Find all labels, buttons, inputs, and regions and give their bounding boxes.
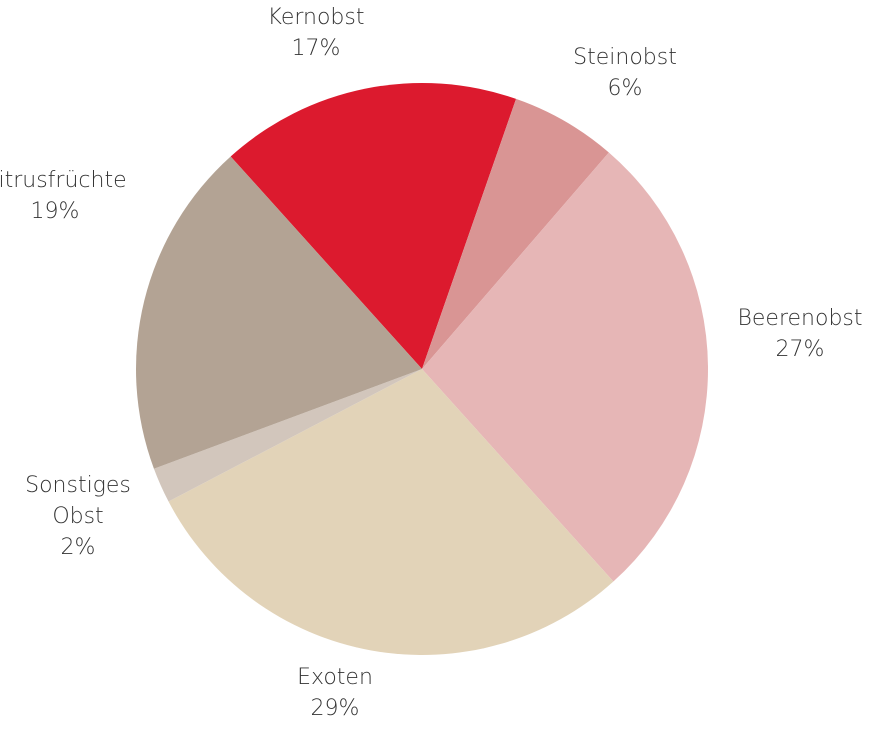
category-label: Zitrusfrüchte bbox=[0, 168, 127, 193]
category-word: Obst bbox=[52, 504, 103, 529]
category-word: Sonstiges bbox=[25, 473, 131, 498]
slice-label: Sonstiges Obst 2% bbox=[25, 473, 131, 560]
slice-label: Steinobst 6% bbox=[573, 45, 677, 101]
value-label: 19% bbox=[31, 199, 80, 224]
category-label: Exoten bbox=[297, 665, 373, 690]
slice-label: Exoten 29% bbox=[297, 665, 373, 721]
category-label: Beerenobst bbox=[737, 306, 862, 331]
value-label: 6% bbox=[608, 76, 643, 101]
pie-slice bbox=[422, 98, 609, 369]
category-label: Steinobst bbox=[573, 45, 677, 70]
slice-label: Beerenobst 27% bbox=[737, 306, 862, 362]
value-label: 2% bbox=[61, 535, 96, 560]
value-label: 27% bbox=[776, 337, 825, 362]
pie-slice bbox=[168, 369, 614, 655]
pie-slice bbox=[230, 83, 517, 369]
slice-label: Zitrusfrüchte 19% bbox=[0, 168, 127, 224]
value-label: 29% bbox=[311, 696, 360, 721]
category-label: Sonstiges Obst bbox=[25, 473, 131, 529]
pie-slice bbox=[135, 156, 422, 469]
pie-slice bbox=[153, 369, 422, 502]
value-label: 17% bbox=[292, 36, 341, 61]
slice-label: Kernobst 17% bbox=[268, 5, 365, 61]
pie-slice bbox=[422, 152, 708, 582]
category-label: Kernobst bbox=[268, 5, 365, 30]
